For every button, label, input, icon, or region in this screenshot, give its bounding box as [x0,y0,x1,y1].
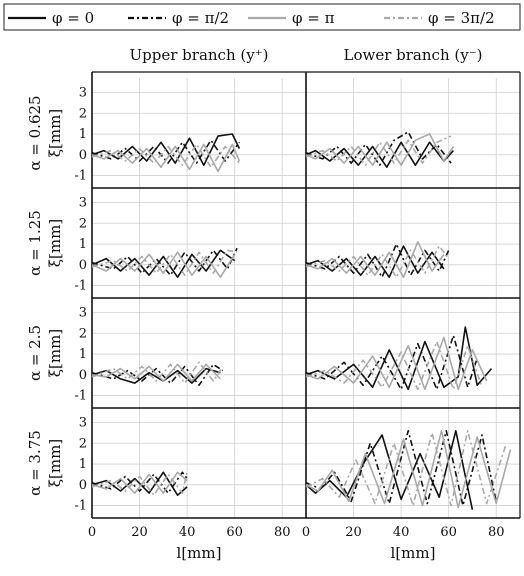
row-alpha-label-2: α = 2.5 [26,325,44,381]
series-line-0-1-0 [305,141,454,168]
series-line-0-0-3 [91,143,241,168]
row-ylabel-0: ξ[mm] [46,109,64,157]
series-line-0-1-2 [305,133,455,166]
row-alpha-label-1: α = 1.25 [26,210,44,276]
row-ylabel-2: ξ[mm] [46,329,64,377]
series-line-3-1-0 [305,430,474,510]
row-alpha-label-3: α = 3.75 [26,430,44,496]
x-tick-label: 80 [274,525,291,540]
legend-label-2: φ = π [292,9,335,27]
x-tick-label: 20 [131,525,148,540]
series-line-2-0-0 [91,367,221,384]
series-line-3-0-3 [91,472,188,496]
y-tick-label: 2 [79,436,87,451]
x-tick-label: 80 [488,525,505,540]
series-line-0-0-2 [91,143,241,173]
y-tick-label: 3 [79,86,87,101]
y-tick-label: 1 [79,347,87,362]
x-tick-label: 0 [302,525,310,540]
y-tick-label: 3 [79,416,87,431]
legend-label-1: φ = π/2 [172,9,229,27]
y-tick-label: -1 [74,169,87,184]
legend-label-0: φ = 0 [52,9,94,27]
series-line-3-1-3 [305,430,507,507]
series-line-0-1-3 [305,135,452,166]
y-tick-label: 0 [79,148,87,163]
series-line-3-1-2 [305,430,512,509]
series-line-2-0-3 [91,361,224,384]
column-title-upper: Upper branch (y⁺) [130,46,269,64]
series-line-2-0-1 [91,363,224,386]
y-tick-label: 2 [79,326,87,341]
x-axis-label-right: l[mm] [391,544,436,562]
series-line-0-0-0 [91,133,241,166]
row-ylabel-3: ξ[mm] [46,439,64,487]
x-tick-label: 60 [440,525,457,540]
y-tick-label: 0 [79,478,87,493]
row-alpha-label-0: α = 0.625 [26,95,44,170]
series-line-1-1-3 [305,245,450,278]
series-line-1-0-2 [91,251,236,278]
y-tick-label: -1 [74,389,87,404]
series-line-2-1-2 [305,336,488,391]
x-tick-label: 40 [393,525,410,540]
y-tick-label: 2 [79,106,87,121]
y-tick-label: 1 [79,237,87,252]
row-ylabel-1: ξ[mm] [46,219,64,267]
y-tick-label: -1 [74,279,87,294]
y-tick-label: 3 [79,196,87,211]
x-tick-label: 20 [345,525,362,540]
series-line-3-0-1 [91,471,188,494]
x-tick-label: 60 [226,525,243,540]
series-line-1-1-0 [305,245,445,278]
x-axis-label-left: l[mm] [177,544,222,562]
y-tick-label: 1 [79,127,87,142]
series-line-2-1-0 [305,326,493,391]
series-line-2-0-2 [91,363,221,382]
series-line-3-0-0 [91,471,188,496]
series-line-3-0-2 [91,471,188,494]
legend-label-3: φ = 3π/2 [428,9,495,27]
y-tick-label: 0 [79,258,87,273]
series-line-1-1-2 [305,241,445,278]
x-tick-label: 40 [179,525,196,540]
series-line-3-1-1 [305,430,497,507]
y-tick-label: 0 [79,368,87,383]
series-line-1-0-3 [91,249,238,276]
column-title-lower: Lower branch (y⁻) [344,46,483,64]
y-tick-label: 3 [79,306,87,321]
y-tick-label: 1 [79,457,87,472]
series-line-2-1-3 [305,340,483,391]
y-tick-label: 2 [79,216,87,231]
y-tick-label: -1 [74,499,87,514]
x-tick-label: 0 [88,525,96,540]
